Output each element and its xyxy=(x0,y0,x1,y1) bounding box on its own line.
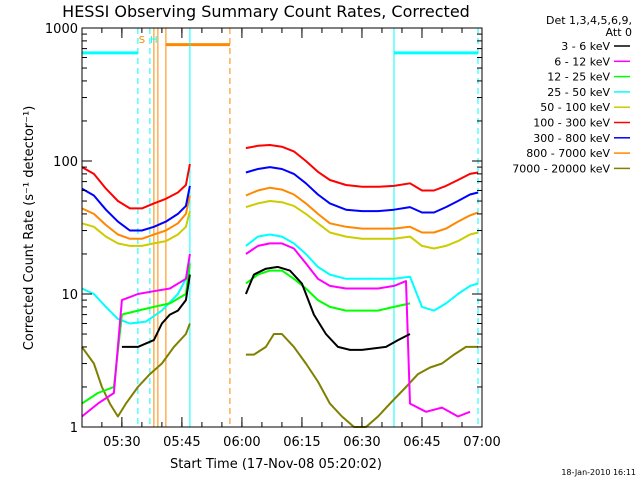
series-2-segment-1 xyxy=(245,269,411,312)
top-label-0: S xyxy=(139,35,145,46)
legend: Det 1,3,4,5,6,9,Att 03 - 6 keV 6 - 12 keV… xyxy=(512,14,632,175)
x-tick-label-1: 05:45 xyxy=(163,435,200,450)
series-5-segment-0 xyxy=(81,163,191,210)
legend-label-3: 25 - 50 keV xyxy=(547,86,610,99)
top-label-1: H xyxy=(150,35,158,46)
series-7-segment-1 xyxy=(245,186,479,234)
series-1-segment-0 xyxy=(81,253,191,418)
y-tick-label-2: 100 xyxy=(53,155,78,170)
series-8-segment-1 xyxy=(245,333,478,428)
plot-frame xyxy=(81,27,483,428)
legend-label-8: 7000 - 20000 keV xyxy=(512,162,610,175)
footer-stamp: 18-Jan-2010 16:11 xyxy=(561,468,636,477)
y-tick-label-1: 10 xyxy=(61,288,78,303)
legend-header-0: Det 1,3,4,5,6,9, xyxy=(546,14,632,27)
legend-label-7: 800 - 7000 keV xyxy=(526,147,610,160)
axes: 1 10 100 1000 05:30 05:45 06:00 06:15 06:30 06:45… xyxy=(45,22,501,450)
y-axis-label: Corrected Count Rate (s⁻¹ detector⁻¹) xyxy=(22,106,37,351)
chart-title: HESSI Observing Summary Count Rates, Cor… xyxy=(62,2,470,21)
series-4-segment-0 xyxy=(81,210,191,247)
series-0-segment-0 xyxy=(121,274,191,348)
y-tick-label-3: 1000 xyxy=(45,22,78,37)
x-tick-label-4: 06:30 xyxy=(343,435,380,450)
series-5-segment-1 xyxy=(245,144,479,192)
series-6-segment-0 xyxy=(81,185,191,232)
y-tick-label-0: 1 xyxy=(70,421,78,436)
series-1-segment-1 xyxy=(245,242,471,418)
x-tick-label-6: 07:00 xyxy=(463,435,500,450)
series-2-segment-0 xyxy=(81,263,191,405)
legend-label-0: 3 - 6 keV xyxy=(561,40,610,53)
legend-label-4: 50 - 100 keV xyxy=(540,101,610,114)
x-tick-label-3: 06:15 xyxy=(283,435,320,450)
legend-label-1: 6 - 12 keV xyxy=(554,55,610,68)
series-7-segment-0 xyxy=(81,195,191,240)
legend-label-6: 300 - 800 keV xyxy=(533,132,610,145)
x-axis-label: Start Time (17-Nov-08 05:20:02) xyxy=(170,457,382,472)
series-0-segment-1 xyxy=(244,265,411,351)
x-tick-label-5: 06:45 xyxy=(403,435,440,450)
x-tick-label-2: 06:00 xyxy=(223,435,260,450)
legend-header-1: Att 0 xyxy=(606,26,632,39)
x-tick-label-0: 05:30 xyxy=(103,435,140,450)
series-8-segment-0 xyxy=(81,323,191,418)
series-3-segment-1 xyxy=(245,233,479,312)
legend-label-5: 100 - 300 keV xyxy=(533,117,610,130)
series-4-segment-1 xyxy=(245,200,479,250)
legend-label-2: 12 - 25 keV xyxy=(547,71,610,84)
series-3-segment-0 xyxy=(81,266,191,325)
series-6-segment-1 xyxy=(245,166,479,214)
